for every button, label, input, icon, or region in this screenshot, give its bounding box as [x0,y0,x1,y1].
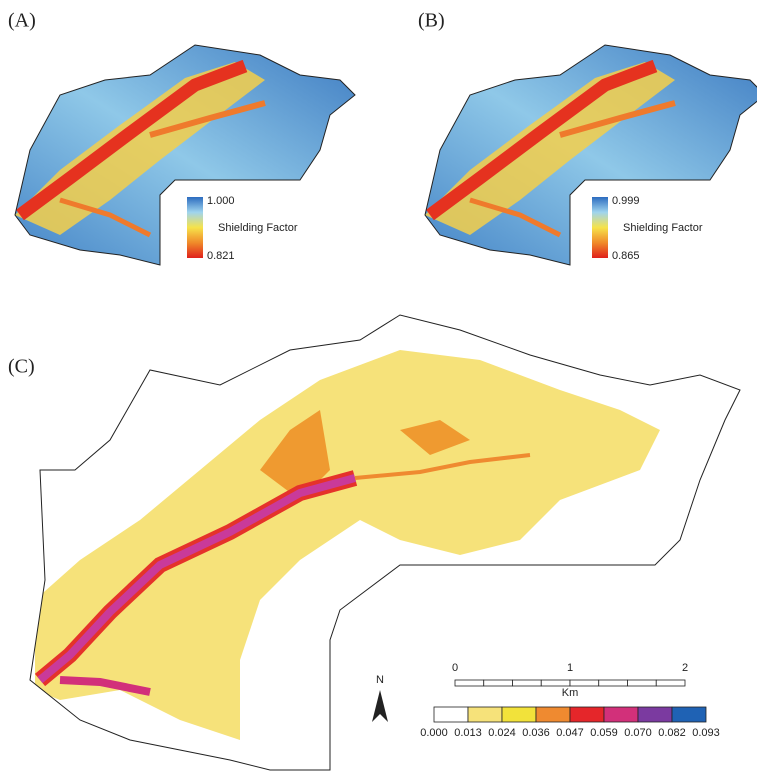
scale-unit: Km [562,687,579,699]
legend-max: 0.999 [612,195,640,207]
scale-tick-label: 2 [682,662,688,674]
color-bar [187,197,203,258]
class-break-label: 0.024 [488,727,516,739]
panel-label: (A) [8,10,36,32]
class-break-label: 0.036 [522,727,550,739]
class-break-label: 0.013 [454,727,482,739]
scale-tick-label: 0 [452,662,458,674]
legend-min: 0.821 [207,250,235,262]
scale-segment [541,680,570,686]
panel-label: (C) [8,356,35,378]
scale-bar: 0 1 2 Km [452,662,688,699]
class-swatch [468,707,502,722]
scale-segment [656,680,685,686]
class-break-label: 0.047 [556,727,584,739]
class-legend: 0.000 0.013 0.024 0.036 0.047 0.059 0.070 0.082… [420,707,720,739]
legend-max: 1.000 [207,195,235,207]
legend-min: 0.865 [612,250,640,262]
class-swatch [502,707,536,722]
class-break-label: 0.082 [658,727,686,739]
class-swatch [536,707,570,722]
scale-tick-label: 1 [567,662,573,674]
north-label: N [376,674,384,686]
scale-segment [513,680,542,686]
legend-title: Shielding Factor [623,222,703,234]
class-break-label: 0.000 [420,727,448,739]
scale-segment [628,680,657,686]
figure: (A) 1.000 Shielding Factor 0.821 (B) 0.9… [0,0,757,778]
class-break-label: 0.070 [624,727,652,739]
north-arrow [372,690,388,722]
panel-label: (B) [418,10,445,32]
class-swatch [638,707,672,722]
scale-segment [570,680,599,686]
class-break-label: 0.059 [590,727,618,739]
class-swatch [570,707,604,722]
map [410,40,757,270]
class-swatch [604,707,638,722]
class-swatch [672,707,706,722]
map [0,40,360,270]
color-bar [592,197,608,258]
scale-segment [484,680,513,686]
scale-segment [455,680,484,686]
class-swatch [434,707,468,722]
scale-segment [599,680,628,686]
legend-title: Shielding Factor [218,222,298,234]
class-break-label: 0.093 [692,727,720,739]
